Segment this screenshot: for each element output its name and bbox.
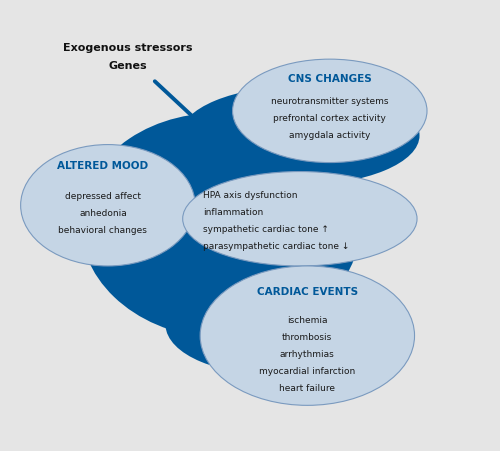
Ellipse shape: [80, 113, 359, 338]
Text: amygdala activity: amygdala activity: [289, 131, 370, 140]
Text: arrhythmias: arrhythmias: [280, 350, 334, 359]
Ellipse shape: [180, 86, 420, 185]
Text: CARDIAC EVENTS: CARDIAC EVENTS: [257, 287, 358, 297]
Ellipse shape: [20, 145, 195, 266]
Text: Exogenous stressors: Exogenous stressors: [63, 43, 192, 53]
Text: sympathetic cardiac tone ↑: sympathetic cardiac tone ↑: [202, 225, 328, 234]
Text: anhedonia: anhedonia: [79, 209, 127, 218]
Text: Genes: Genes: [108, 61, 147, 71]
Text: ischemia: ischemia: [287, 316, 328, 325]
Text: neurotransmitter systems: neurotransmitter systems: [271, 97, 388, 106]
Text: ALTERED MOOD: ALTERED MOOD: [58, 161, 148, 171]
Text: heart failure: heart failure: [280, 384, 336, 393]
Text: depressed affect: depressed affect: [65, 192, 141, 201]
Ellipse shape: [200, 266, 414, 405]
Text: CNS CHANGES: CNS CHANGES: [288, 74, 372, 84]
Text: thrombosis: thrombosis: [282, 333, 333, 342]
Ellipse shape: [166, 266, 394, 374]
Text: HPA axis dysfunction: HPA axis dysfunction: [202, 191, 297, 200]
Text: parasympathetic cardiac tone ↓: parasympathetic cardiac tone ↓: [202, 242, 349, 251]
Text: myocardial infarction: myocardial infarction: [259, 367, 356, 376]
Ellipse shape: [232, 59, 427, 162]
Text: behavioral changes: behavioral changes: [58, 226, 148, 235]
Text: inflammation: inflammation: [202, 208, 263, 217]
Ellipse shape: [182, 171, 417, 266]
Text: prefrontal cortex activity: prefrontal cortex activity: [274, 114, 386, 123]
